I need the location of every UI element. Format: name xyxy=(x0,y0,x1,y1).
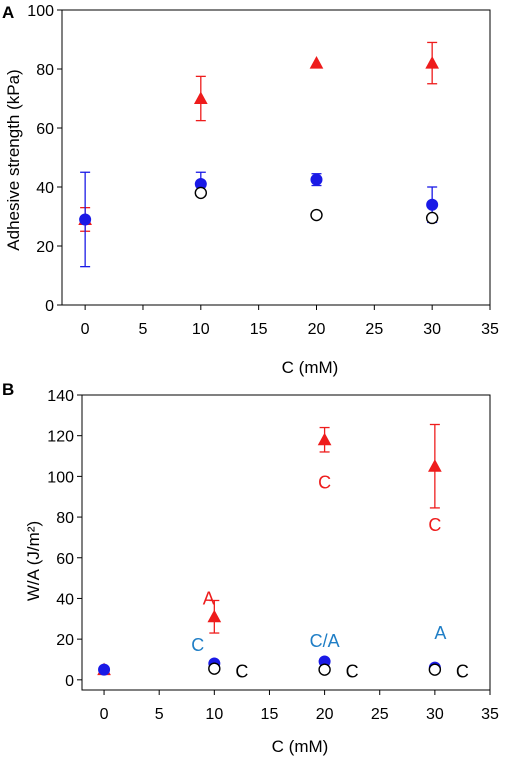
panel-b-letter: B xyxy=(2,380,14,399)
panel-b-annotation: C xyxy=(346,662,359,682)
panel-b-plot-frame xyxy=(81,394,491,691)
panel-b-x-tick-label: 35 xyxy=(481,706,499,723)
panel-b-y-tick-label: 40 xyxy=(56,591,74,608)
panel-a: A 0 5 10 15 20 25 30 35 0 20 40 60 80 100 C (mM) Adhe… xyxy=(2,3,499,377)
panel-b-y-tick-label: 140 xyxy=(47,388,74,405)
panel-a-y-tick-label: 80 xyxy=(36,62,54,79)
panel-a-series-1-point xyxy=(193,91,208,104)
panel-b-x-tick-label: 0 xyxy=(100,706,109,723)
panel-a-series-2-point xyxy=(426,198,439,211)
panel-a-y-tick-label: 40 xyxy=(36,180,54,197)
panel-a-x-tick-label: 25 xyxy=(365,321,383,338)
panel-a-x-tick-label: 35 xyxy=(481,321,499,338)
panel-b-annotation: A xyxy=(203,588,215,608)
panel-b-annotation: C xyxy=(428,515,441,535)
panel-b-x-tick-label: 25 xyxy=(371,706,389,723)
panel-b-x-tick-label: 5 xyxy=(155,706,164,723)
panel-a-x-axis-label: C (mM) xyxy=(282,358,339,377)
panel-b-y-tick-label: 100 xyxy=(47,469,74,486)
panel-a-x-tick-label: 15 xyxy=(250,321,268,338)
panel-b-x-tick-label: 15 xyxy=(261,706,279,723)
panel-a-y-axis-label: Adhesive strength (kPa) xyxy=(4,69,23,250)
panel-b-series-3-point xyxy=(318,663,331,676)
panel-b-annotation: C xyxy=(191,635,204,655)
panel-b-y-axis-label: W/A (J/m²) xyxy=(24,521,43,601)
panel-b-y-tick-label: 80 xyxy=(56,510,74,527)
panel-b-series-3-point xyxy=(428,663,442,676)
panel-a-plot-frame xyxy=(61,9,491,306)
panel-a-series-1-point xyxy=(425,56,440,69)
panel-b-series-1-point xyxy=(317,432,332,446)
panel-a-y-tick-label: 100 xyxy=(27,3,54,20)
panel-b-y-tick-label: 60 xyxy=(56,551,74,568)
panel-a-series-2-point xyxy=(79,213,92,226)
panel-b-y-tick-label: 120 xyxy=(47,429,74,446)
panel-b-series-2-point xyxy=(98,663,111,676)
panel-b-annotation: A xyxy=(434,623,446,643)
panel-a-series-3-point xyxy=(194,186,208,200)
panel-a-y-tick-label: 60 xyxy=(36,121,54,138)
panel-a-letter: A xyxy=(2,3,14,22)
panel-a-x-tick-label: 0 xyxy=(81,321,90,338)
panel-b-x-axis-label: C (mM) xyxy=(272,737,329,756)
panel-a-series-2-point xyxy=(310,173,323,186)
panel-b-series-1-point xyxy=(428,459,442,472)
panel-a-y-tick-label: 20 xyxy=(36,239,54,256)
panel-a-y-tick-label: 0 xyxy=(45,298,54,315)
panel-a-series-1-point xyxy=(309,56,324,69)
panel-b-annotation: C xyxy=(456,662,469,682)
panel-a-series-3-point xyxy=(310,208,323,222)
panel-a-series-3-point xyxy=(425,211,439,225)
panel-b-x-tick-label: 30 xyxy=(426,706,444,723)
panel-a-x-tick-label: 30 xyxy=(423,321,441,338)
panel-a-x-tick-label: 5 xyxy=(139,321,148,338)
panel-b-annotation: C xyxy=(235,662,248,682)
panel-b-x-tick-label: 10 xyxy=(205,706,223,723)
panel-b-series-1-point xyxy=(207,609,222,623)
panel-a-x-tick-label: 10 xyxy=(192,321,210,338)
panel-b-annotation: C/A xyxy=(310,631,340,651)
panel-b-series-3-point xyxy=(208,662,221,675)
panel-a-x-tick-label: 20 xyxy=(308,321,326,338)
panel-b-y-tick-label: 0 xyxy=(65,673,74,690)
panel-b-annotation: C xyxy=(318,472,331,492)
panel-b-y-tick-label: 20 xyxy=(56,632,74,649)
panel-b-x-tick-label: 20 xyxy=(316,706,334,723)
